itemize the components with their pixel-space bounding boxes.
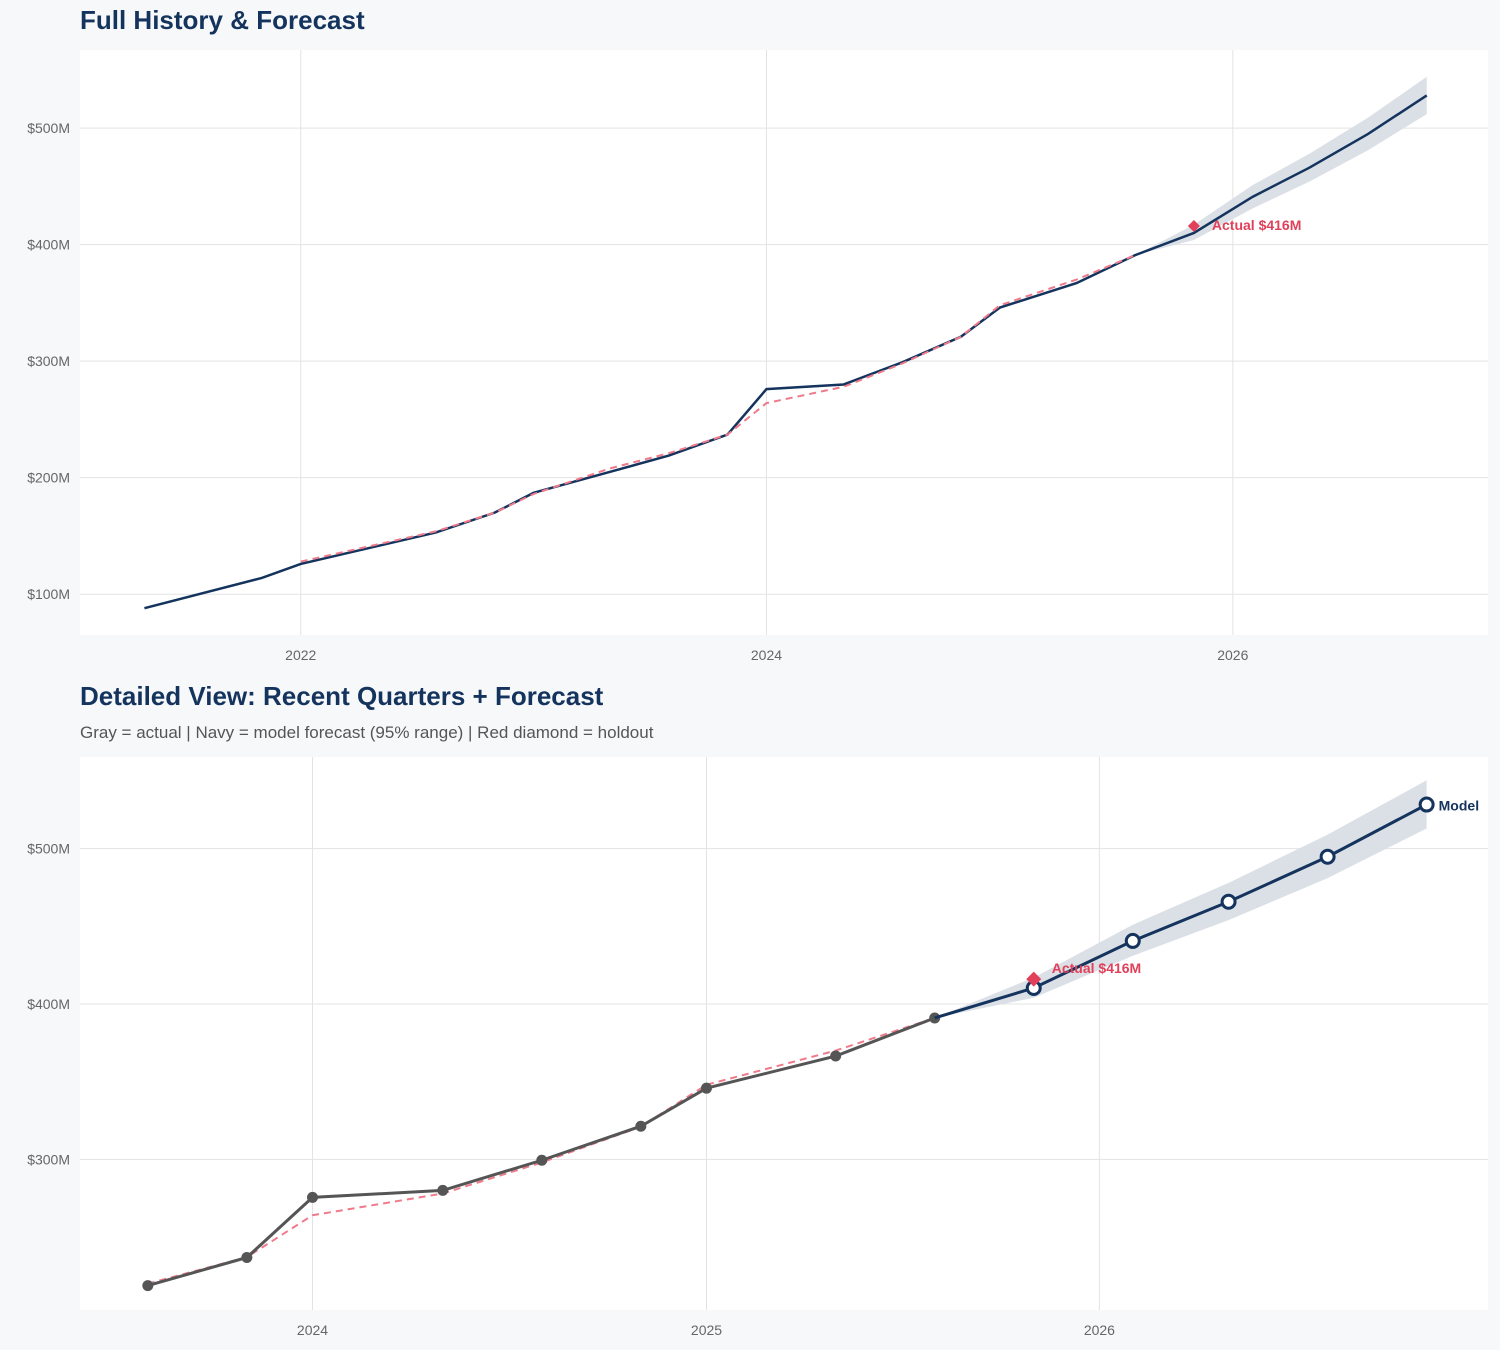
plot-panel [80, 757, 1488, 1310]
actual-point [142, 1280, 154, 1292]
forecast-point [1124, 932, 1141, 949]
fitted-dashed-line [147, 1017, 936, 1285]
y-tick-label: $500M [27, 841, 70, 857]
fitted-dashed-line [300, 254, 1136, 563]
full-history-chart: $100M $200M $300M $400M $500M 2022 2024 2026 Act… [27, 50, 1488, 663]
actual-point [700, 1082, 712, 1094]
y-tick-label: $300M [27, 1151, 70, 1167]
model-label: Model [1439, 798, 1479, 814]
plot-panel [80, 50, 1488, 635]
x-tick-label: 2022 [285, 647, 316, 663]
y-tick-label: $100M [27, 586, 70, 602]
actual-point [241, 1251, 253, 1263]
forecast-point [1319, 848, 1336, 865]
y-tick-label: $300M [27, 353, 70, 369]
y-tick-label: $400M [27, 996, 70, 1012]
actual-point [437, 1184, 449, 1196]
y-tick-label: $200M [27, 470, 70, 486]
actual-point [307, 1191, 319, 1203]
x-tick-label: 2025 [691, 1322, 722, 1338]
actual-point [536, 1154, 548, 1166]
forecast-point [1418, 796, 1435, 813]
forecast-line [934, 803, 1428, 1020]
x-tick-label: 2026 [1217, 647, 1248, 663]
actual-point [635, 1120, 647, 1132]
chart-subtitle: Gray = actual | Navy = model forecast (9… [80, 723, 654, 742]
forecast-point [1220, 893, 1237, 910]
x-tick-label: 2024 [297, 1322, 328, 1338]
y-tick-label: $400M [27, 237, 70, 253]
y-tick-label: $500M [27, 120, 70, 136]
chart-title-detailed-view: Detailed View: Recent Quarters + Forecas… [80, 681, 604, 711]
actual-point [830, 1050, 842, 1062]
holdout-label: Actual $416M [1212, 217, 1301, 233]
chart-title-full-history: Full History & Forecast [80, 5, 365, 35]
x-tick-label: 2026 [1084, 1322, 1115, 1338]
holdout-diamond [1026, 971, 1042, 987]
holdout-label: Actual $416M [1052, 960, 1141, 976]
holdout-diamond [1187, 219, 1200, 232]
x-tick-label: 2024 [751, 647, 782, 663]
